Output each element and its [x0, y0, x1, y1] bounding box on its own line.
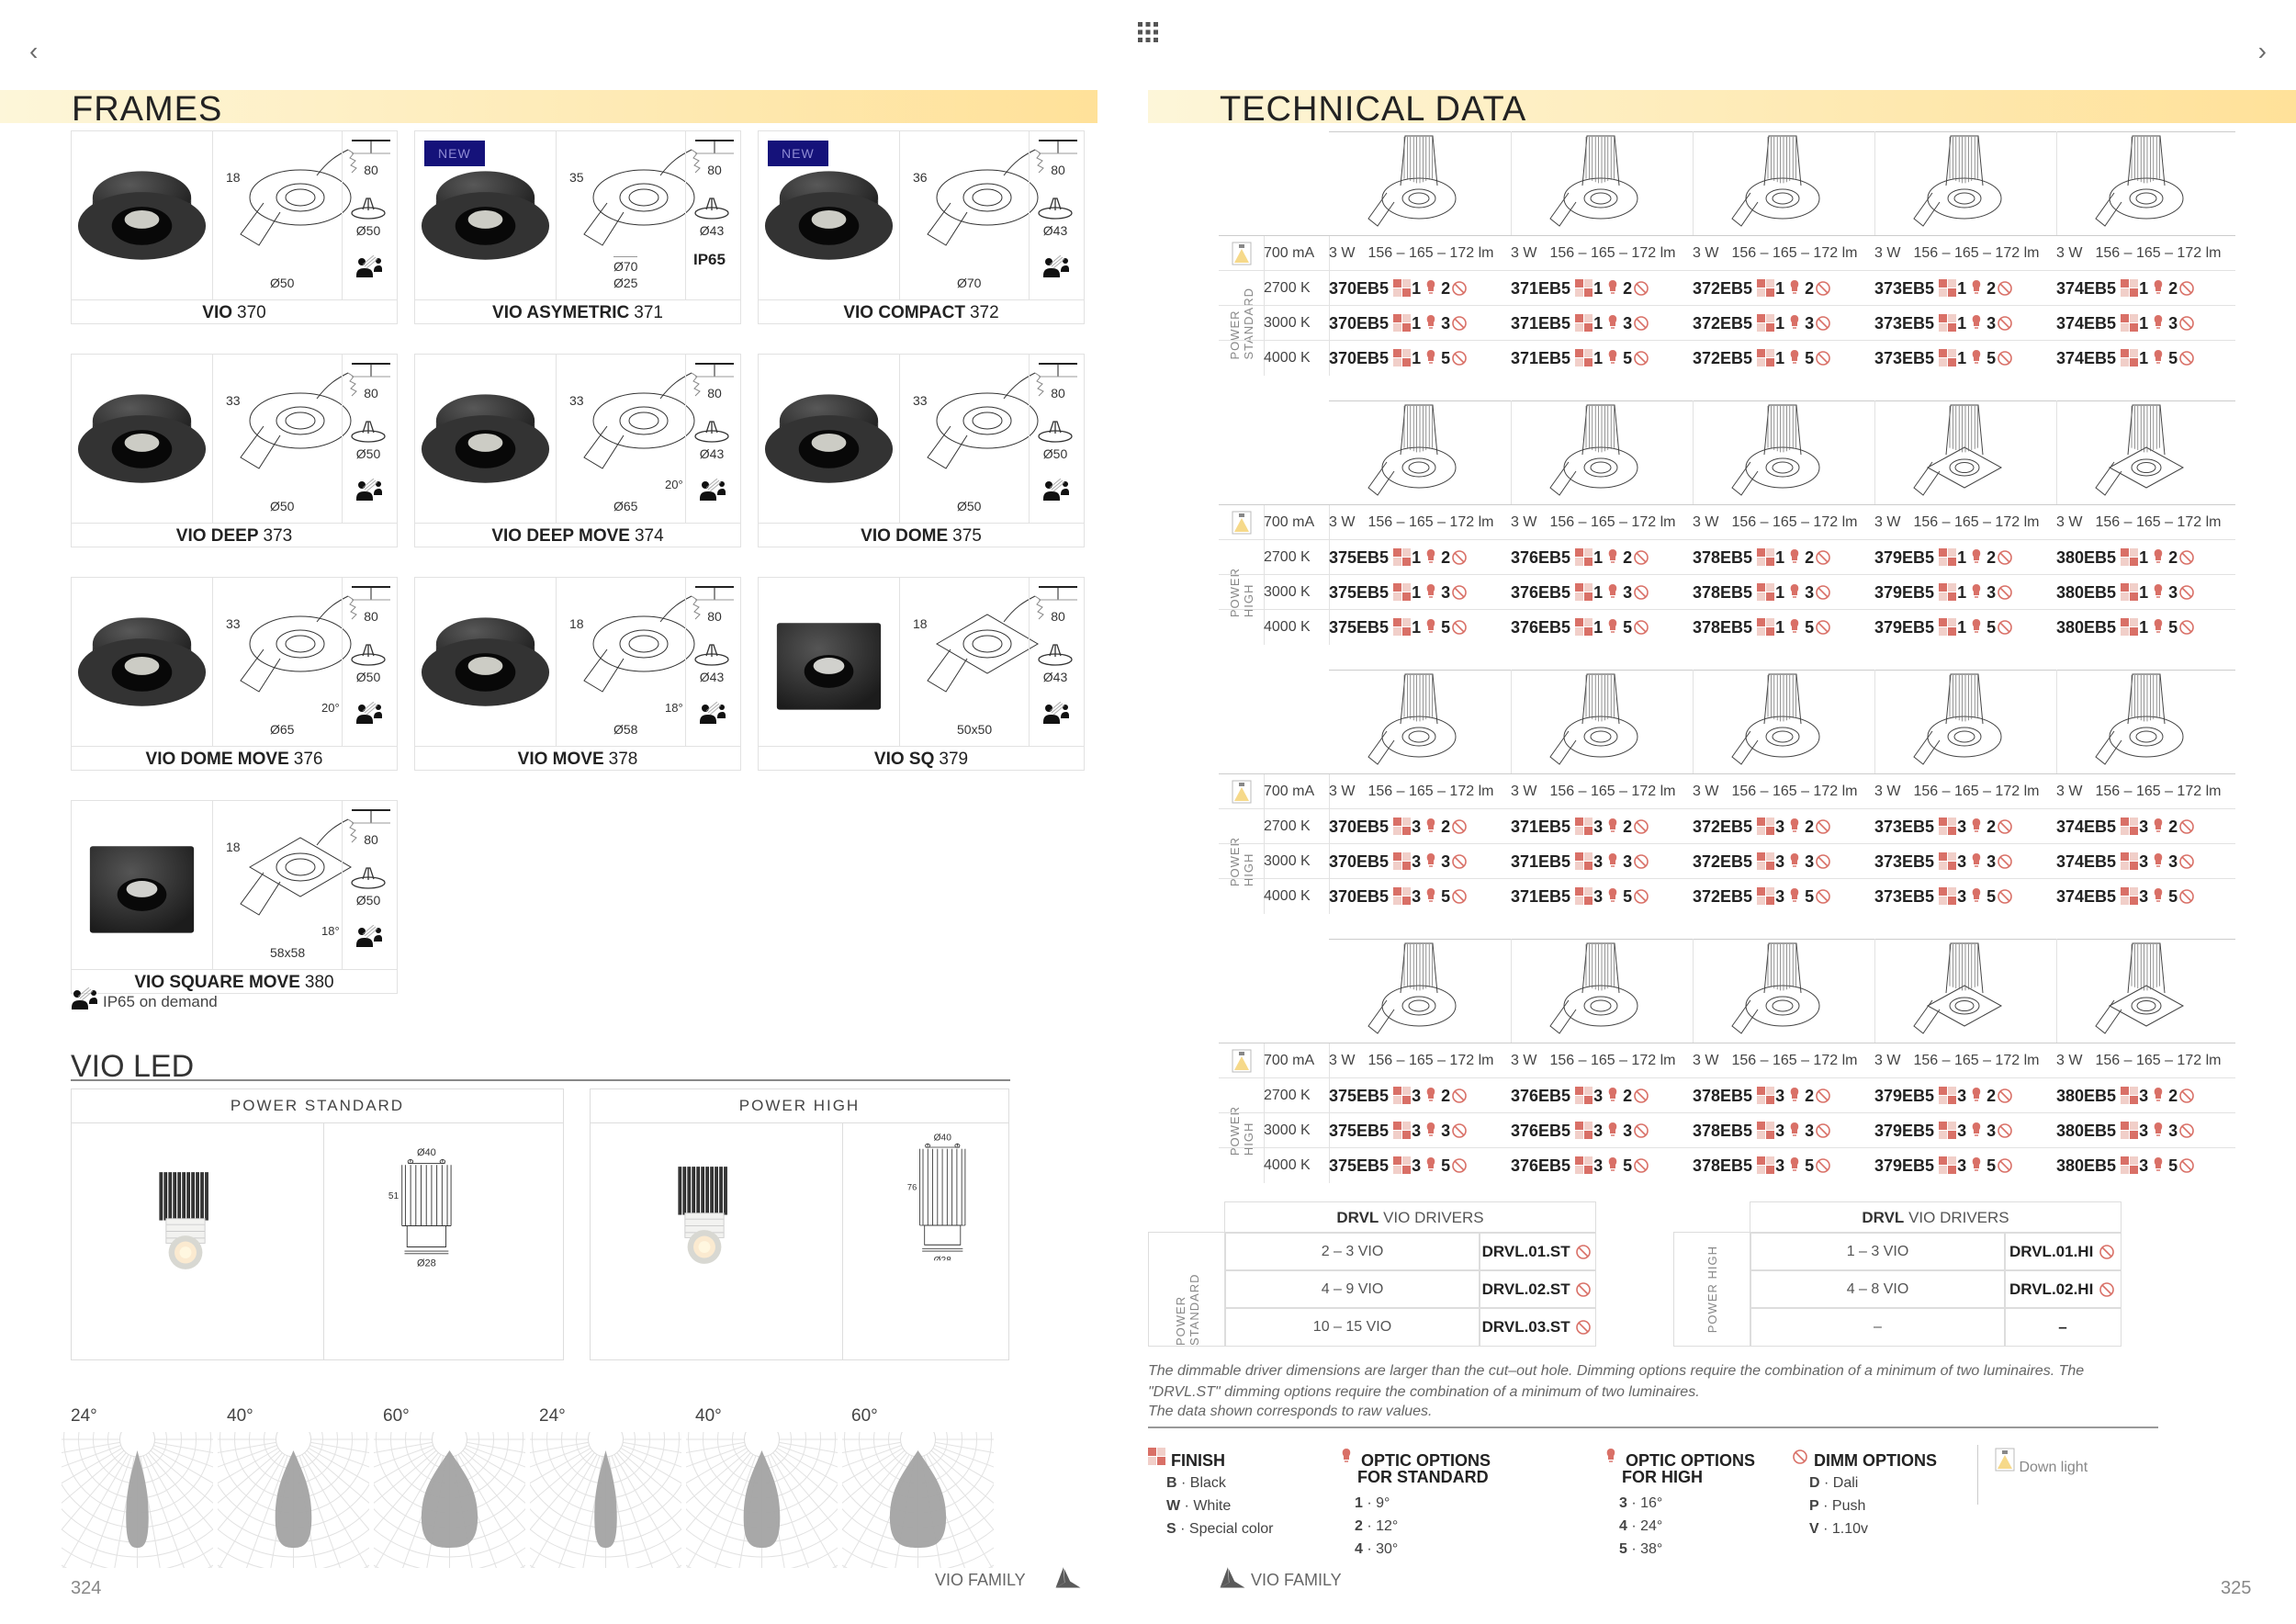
svg-text:76: 76 [907, 1183, 917, 1192]
svg-text:Ø40: Ø40 [934, 1133, 952, 1143]
svg-text:Ø28: Ø28 [934, 1256, 952, 1260]
svg-text:51: 51 [388, 1191, 400, 1201]
svg-text:Ø40: Ø40 [417, 1147, 436, 1158]
svg-text:Ø28: Ø28 [417, 1258, 436, 1269]
